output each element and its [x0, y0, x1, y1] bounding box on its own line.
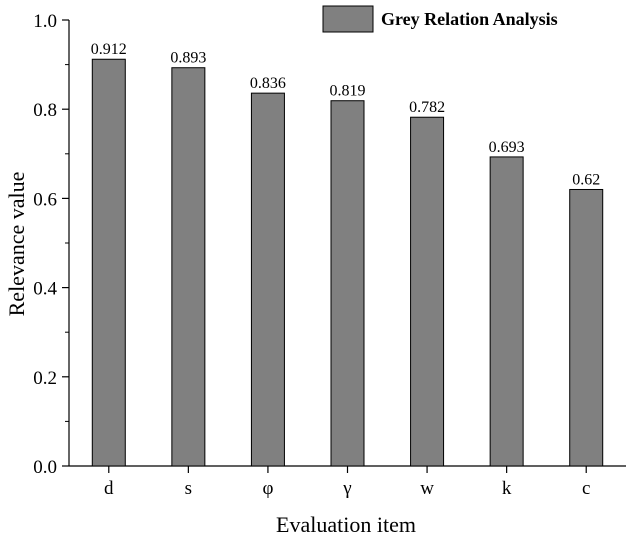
y-tick-label: 0.8	[33, 100, 57, 121]
bar-1	[171, 67, 206, 467]
data-label: 0.62	[572, 171, 600, 188]
bar-0	[91, 58, 126, 467]
x-tick-label: s	[185, 478, 192, 499]
x-tick-label: γ	[342, 478, 351, 499]
y-axis-title: Relevance value	[4, 172, 29, 317]
bar-4	[410, 116, 445, 467]
y-tick-label: 0.4	[33, 279, 57, 300]
x-axis-title: Evaluation item	[276, 512, 416, 537]
y-tick-label: 1.0	[33, 11, 57, 32]
legend: Grey Relation Analysis	[322, 5, 558, 33]
y-tick-label: 0.0	[33, 457, 57, 478]
data-label: 0.912	[91, 41, 127, 58]
x-tick-label: k	[502, 478, 512, 499]
data-label: 0.693	[489, 139, 525, 156]
plot-area: 0.0 0.2 0.4 0.6 0.8 1.0 0.912 d 0.893 s 0.836 φ 0.81…	[33, 11, 626, 499]
data-label: 0.893	[170, 50, 206, 67]
x-tick-label: d	[104, 478, 114, 499]
data-label: 0.836	[250, 75, 286, 92]
bar-2	[250, 92, 285, 467]
bar-6	[569, 188, 604, 467]
data-label: 0.782	[409, 99, 445, 116]
bar-3	[330, 100, 365, 467]
x-tick-label: w	[420, 478, 434, 499]
x-tick-label: c	[582, 478, 590, 499]
y-tick-label: 0.6	[33, 189, 57, 210]
y-tick-label: 0.2	[33, 368, 57, 389]
x-tick-label: φ	[262, 478, 273, 499]
legend-swatch	[322, 5, 374, 33]
data-label: 0.819	[330, 83, 366, 100]
bar-5	[489, 156, 524, 467]
legend-label: Grey Relation Analysis	[381, 9, 558, 29]
